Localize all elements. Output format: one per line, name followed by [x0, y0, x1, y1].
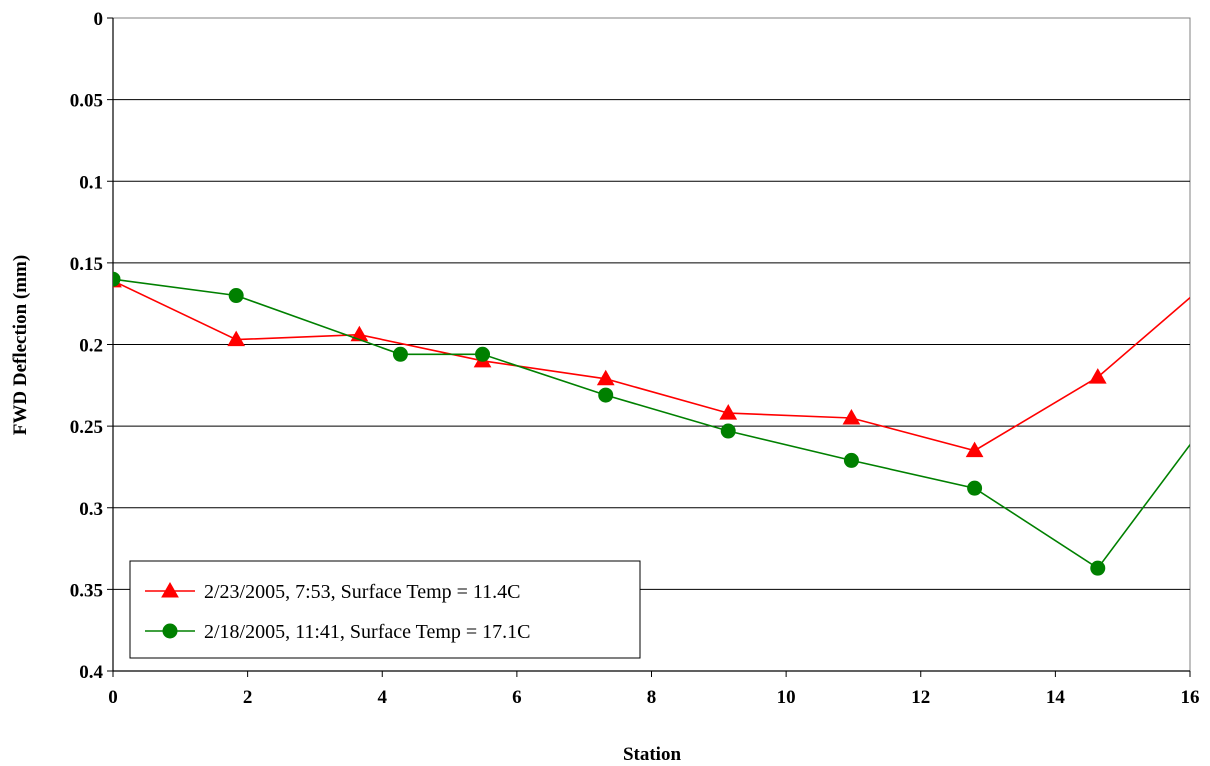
- x-tick-label: 2: [243, 687, 253, 708]
- legend-label: 2/18/2005, 11:41, Surface Temp = 17.1C: [204, 621, 531, 643]
- legend-circle-marker: [162, 623, 178, 639]
- circle-data-point: [967, 480, 983, 496]
- series-layer: [113, 271, 1190, 576]
- x-axis-title: Station: [623, 744, 682, 765]
- triangle-data-point: [719, 404, 738, 420]
- triangle-data-point: [350, 325, 369, 342]
- x-tick-labels: 0 2 4 6 8 10 12 14 16: [108, 687, 1199, 708]
- triangle-data-point: [842, 408, 861, 425]
- x-tick-label: 4: [378, 687, 388, 708]
- triangle-data-point: [596, 369, 615, 386]
- series-line-green: [113, 278, 1190, 570]
- y-tick-label: 0.2: [79, 336, 103, 357]
- legend-box: [129, 560, 641, 659]
- y-tick-label: 0.35: [70, 580, 103, 601]
- x-tick-label: 10: [777, 687, 796, 708]
- y-tick-label: 0.4: [79, 662, 103, 683]
- circle-data-point: [392, 346, 408, 362]
- gridlines: [113, 99, 1190, 590]
- circle-data-point: [843, 452, 859, 468]
- axes: [107, 17, 1191, 677]
- circle-data-point: [720, 423, 736, 439]
- triangle-data-point: [1088, 368, 1107, 384]
- x-tick-label: 12: [911, 687, 930, 708]
- y-tick-label: 0.05: [70, 91, 103, 112]
- x-tick-label: 0: [108, 687, 118, 708]
- circle-data-point: [1090, 560, 1106, 576]
- legend: 2/23/2005, 7:53, Surface Temp = 11.4C 2/1…: [129, 560, 641, 659]
- legend-label: 2/23/2005, 7:53, Surface Temp = 11.4C: [204, 581, 521, 603]
- circle-data-point: [598, 387, 614, 403]
- y-tick-labels: 0 0.05 0.1 0.15 0.2 0.25 0.3 0.35 0.4: [70, 9, 104, 683]
- x-tick-label: 8: [647, 687, 657, 708]
- circle-data-point: [475, 346, 491, 362]
- x-tick-label: 16: [1181, 687, 1200, 708]
- x-tick-label: 14: [1046, 687, 1066, 708]
- circle-data-point: [113, 271, 121, 287]
- y-axis-title: FWD Deflection (mm): [10, 255, 31, 435]
- circle-data-point: [228, 288, 244, 304]
- y-tick-label: 0.1: [79, 172, 103, 193]
- series-line-red: [113, 280, 1190, 452]
- legend-triangle-marker: [161, 581, 179, 598]
- y-tick-label: 0.3: [79, 499, 103, 520]
- y-tick-label: 0: [94, 9, 104, 30]
- y-tick-label: 0.25: [70, 417, 103, 438]
- y-tick-label: 0.15: [70, 254, 103, 275]
- x-tick-label: 6: [512, 687, 522, 708]
- triangle-data-point: [965, 441, 984, 458]
- triangle-data-point: [227, 330, 246, 347]
